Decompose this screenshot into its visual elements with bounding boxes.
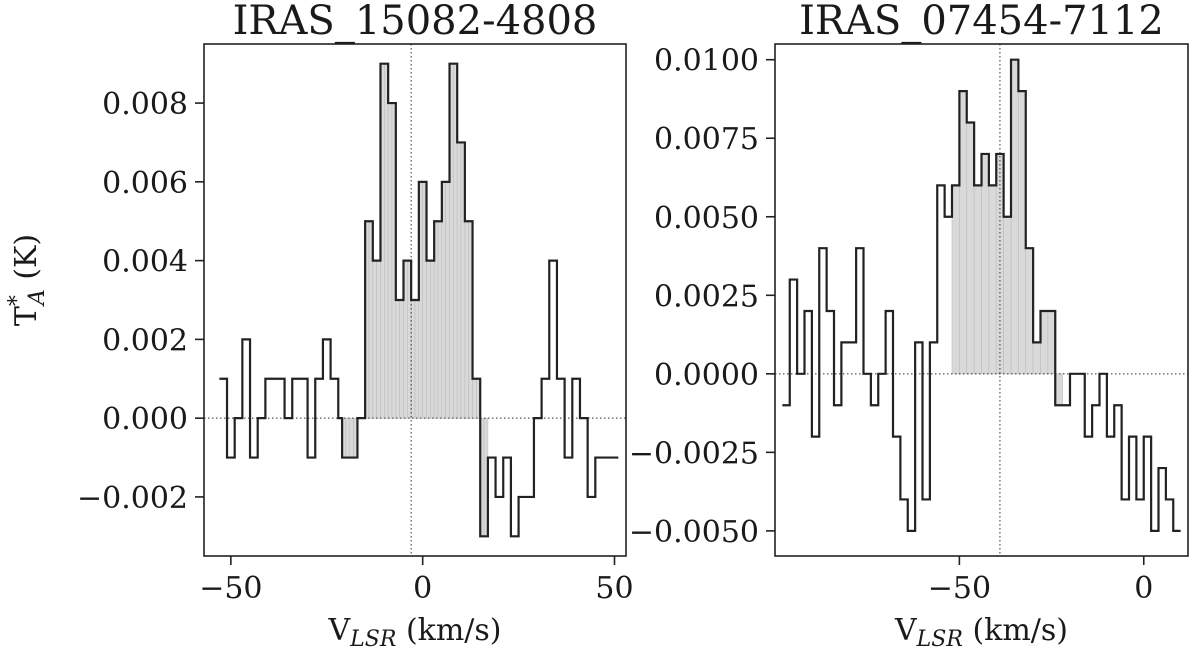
shaded-bin — [376, 260, 381, 419]
shaded-bin — [966, 122, 975, 375]
y-tick-label: 0.002 — [102, 323, 188, 358]
y-tick-label: 0.0025 — [654, 279, 759, 314]
shaded-bin — [1040, 310, 1049, 375]
shaded-bin — [1003, 216, 1012, 375]
x-tick-label: −50 — [928, 571, 991, 606]
y-tick-label: 0.004 — [102, 245, 188, 280]
right-panel: −50 0 −0.0050 −0.0025 0.0000 0.0025 0.0050 0.00… — [629, 0, 1189, 652]
x-tick-label: 0 — [413, 571, 432, 606]
shaded-bin — [959, 90, 968, 375]
shaded-bin — [445, 181, 450, 419]
x-axis-label: VLSR (km/s) — [328, 613, 502, 652]
shaded-bin — [464, 220, 470, 419]
y-tick-label: −0.0025 — [629, 436, 759, 471]
plot-frame — [203, 43, 627, 557]
y-tick-label: 0.0075 — [654, 122, 759, 157]
shaded-bin — [988, 185, 997, 375]
shaded-bin — [399, 299, 404, 419]
shaded-bin — [414, 299, 420, 419]
shaded-bin — [1054, 373, 1063, 406]
shaded-bin — [456, 142, 462, 419]
shaded-bin — [1010, 59, 1019, 375]
shaded-bin — [372, 260, 377, 419]
shaded-bin — [1032, 342, 1041, 375]
y-tick-label: 0.0050 — [654, 201, 759, 236]
y-tick-label: −0.0050 — [629, 515, 759, 550]
spectrum-step-line — [219, 62, 619, 538]
x-tick-label: 0 — [1134, 571, 1153, 606]
shaded-bin — [973, 185, 982, 375]
y-tick-label: 0.0100 — [654, 44, 759, 79]
shaded-bin — [384, 63, 389, 419]
left-panel: −50 0 50 −0.002 0.000 0.002 0.004 0.006 0.008 IRA… — [5, 0, 634, 652]
panel-title: IRAS_07454-7112 — [799, 0, 1164, 44]
shaded-bin — [410, 299, 416, 419]
y-tick-label: 0.008 — [102, 87, 188, 122]
y-tick-label: 0.000 — [102, 402, 188, 437]
y-tick-label: 0.006 — [102, 166, 188, 201]
shaded-bin — [951, 185, 960, 375]
shaded-bin — [1018, 90, 1027, 375]
x-tick-label: 50 — [595, 571, 633, 606]
shaded-bin — [430, 260, 435, 419]
y-tick-label: 0.0000 — [654, 358, 759, 393]
shaded-bin — [426, 260, 431, 419]
shaded-bin — [387, 102, 393, 419]
shaded-bin — [472, 378, 477, 419]
spectrum-step-line — [782, 58, 1181, 532]
shaded-bin — [981, 153, 990, 375]
x-tick-label: −50 — [199, 571, 262, 606]
plot-frame — [774, 43, 1189, 557]
shaded-bin — [395, 299, 400, 419]
shaded-bin — [1025, 247, 1034, 375]
shaded-bin — [345, 417, 351, 458]
panel-title: IRAS_15082-4808 — [233, 0, 598, 44]
x-axis-label: VLSR (km/s) — [894, 613, 1068, 652]
shaded-bin — [349, 417, 354, 458]
shaded-bin — [437, 220, 443, 419]
y-axis-label: T*A (K) — [5, 234, 50, 326]
y-tick-label: −0.002 — [77, 481, 188, 516]
shaded-bin — [1047, 310, 1056, 375]
